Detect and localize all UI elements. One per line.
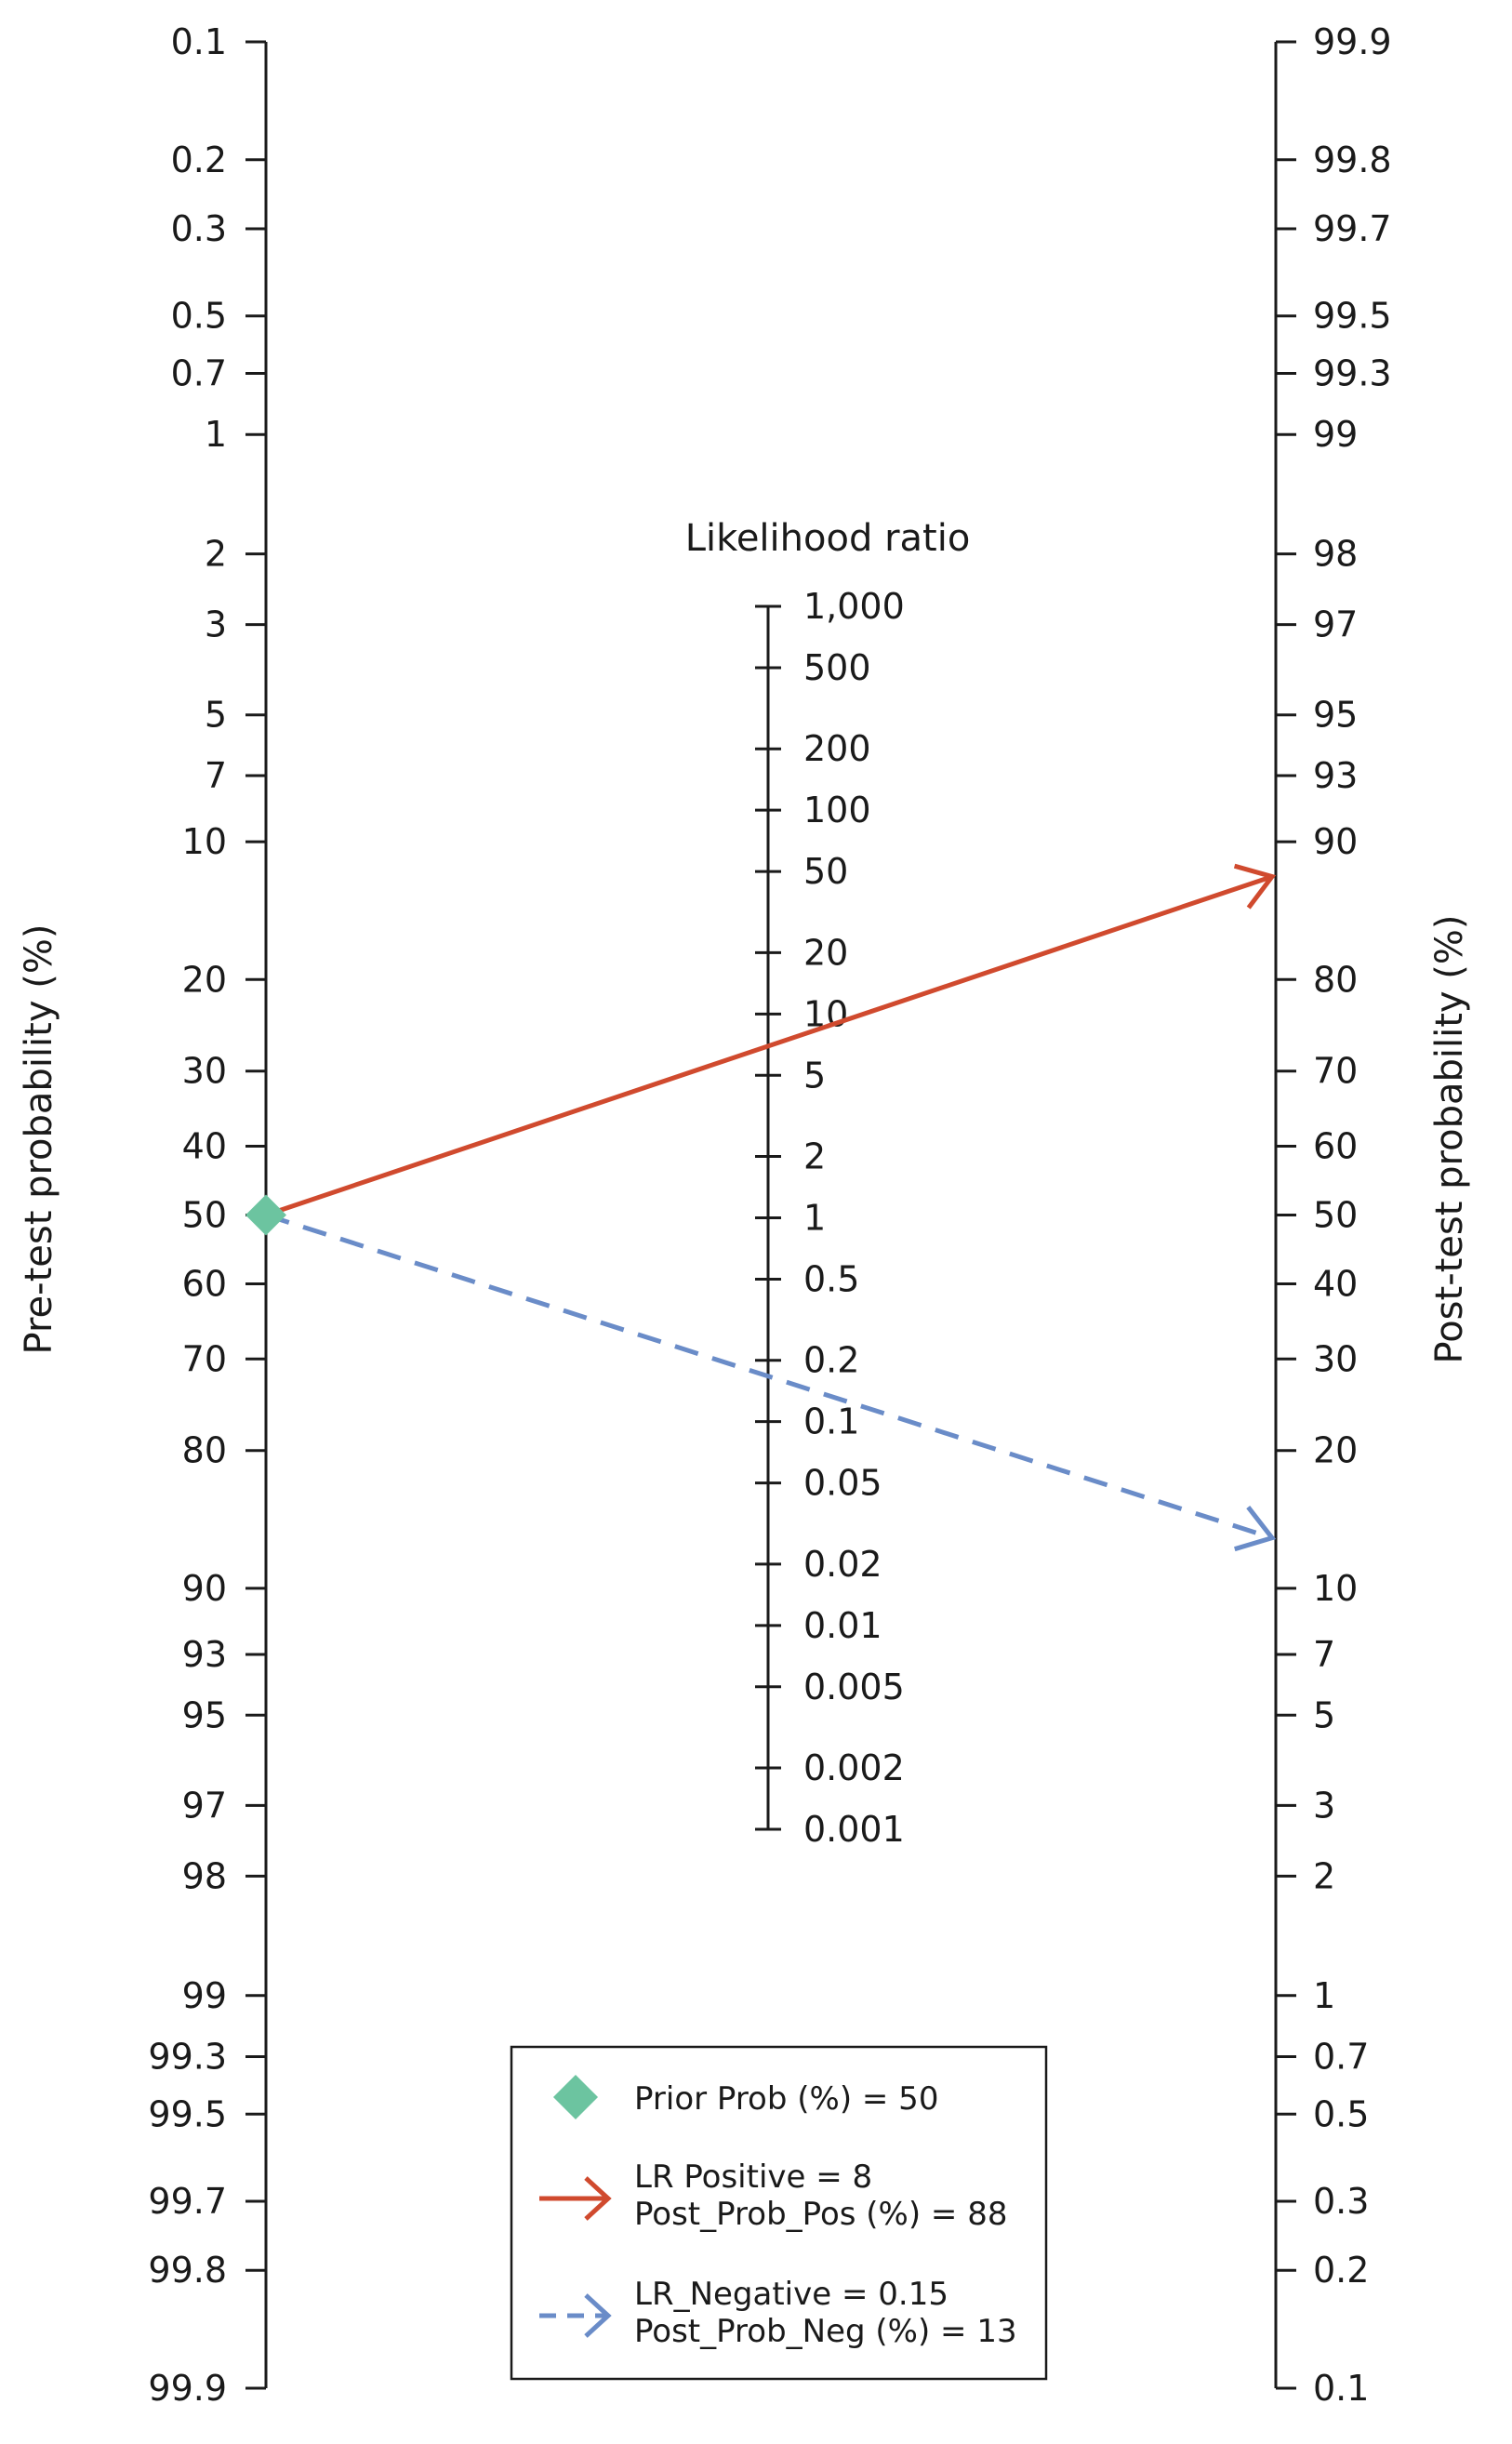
post-test-tick-label: 1 [1313, 1975, 1335, 2016]
lr-tick-label: 100 [803, 790, 871, 830]
pre-test-axis-title: Pre-test probability (%) [18, 924, 60, 1355]
pre-test-axis: 0.1 0.2 0.3 0.5 0.7 1 2 3 5 7 10 20 30 40 50 60 70 80 90 93… [148, 21, 268, 2409]
lr-tick-label: 0.05 [803, 1463, 882, 1504]
pre-test-tick-label: 40 [182, 1125, 227, 1166]
legend-positive-label-2: Post_Prob_Pos (%) = 88 [634, 2196, 1007, 2233]
post-test-tick-label: 10 [1313, 1568, 1358, 1609]
lr-tick-label: 1,000 [803, 586, 905, 627]
likelihood-ratio-title: Likelihood ratio [685, 517, 971, 560]
lr-negative-line [265, 1213, 1273, 1541]
lr-tick-label: 500 [803, 647, 871, 688]
pre-test-tick-label: 0.7 [171, 353, 227, 394]
pre-test-tick-label: 30 [182, 1051, 227, 1092]
post-test-tick-label: 0.1 [1313, 2368, 1369, 2409]
pre-test-tick-label: 90 [182, 1568, 227, 1609]
pre-test-tick-label: 10 [182, 821, 227, 862]
lr-tick-label: 0.001 [803, 1809, 905, 1850]
post-test-axis-title: Post-test probability (%) [1428, 914, 1471, 1363]
pre-test-tick-label: 97 [182, 1785, 227, 1826]
lr-tick-label: 0.1 [803, 1401, 859, 1442]
lr-tick-label: 0.002 [803, 1747, 905, 1788]
pre-test-tick-label: 99.3 [148, 2036, 227, 2077]
legend-positive-arrow-icon [584, 2176, 612, 2221]
pre-test-tick-label: 98 [182, 1855, 227, 1896]
lr-tick-label: 50 [803, 851, 848, 892]
pre-test-tick-label: 1 [205, 414, 227, 455]
post-test-tick-label: 20 [1313, 1430, 1358, 1471]
pre-test-tick-label: 2 [205, 534, 227, 575]
legend-prior-diamond-icon [552, 2074, 599, 2120]
post-test-tick-label: 99 [1313, 414, 1358, 455]
post-test-axis: 99.999.899.799.599.399989795939080706050… [1274, 21, 1392, 2409]
lr-positive-arrow-icon [1233, 863, 1277, 910]
pre-test-tick-label: 99.7 [148, 2181, 227, 2222]
legend-negative-arrow-icon [584, 2293, 612, 2338]
pre-test-tick-label: 0.2 [171, 139, 227, 180]
lr-positive-line [265, 874, 1273, 1217]
likelihood-ratio-axis: 1,0005002001005020105210.50.20.10.050.02… [755, 586, 905, 1850]
post-test-tick-label: 90 [1313, 821, 1358, 862]
lr-tick-label: 200 [803, 728, 871, 769]
pre-test-tick-label: 95 [182, 1694, 227, 1735]
pre-test-tick-label: 80 [182, 1430, 227, 1471]
lr-tick-label: 0.02 [803, 1544, 882, 1585]
post-test-tick-label: 2 [1313, 1855, 1335, 1896]
pre-test-tick-label: 99.9 [148, 2368, 227, 2409]
pre-test-tick-label: 0.1 [171, 21, 227, 62]
prior-prob-marker [245, 1194, 286, 1236]
pre-test-tick-label: 0.3 [171, 208, 227, 249]
post-test-tick-label: 0.5 [1313, 2093, 1369, 2134]
post-test-tick-label: 99.5 [1313, 296, 1392, 337]
post-test-tick-label: 0.2 [1313, 2250, 1369, 2291]
pre-test-tick-label: 3 [205, 604, 227, 645]
post-test-tick-label: 99.9 [1313, 21, 1392, 62]
post-test-tick-label: 30 [1313, 1338, 1358, 1379]
post-test-tick-label: 40 [1313, 1264, 1358, 1305]
legend-box [510, 2045, 1048, 2381]
lr-tick-label: 0.005 [803, 1667, 905, 1707]
pre-test-tick-label: 99.8 [148, 2250, 227, 2291]
probability-lines [245, 863, 1277, 1552]
pre-test-tick-label: 99.5 [148, 2093, 227, 2134]
pre-test-tick-label: 20 [182, 959, 227, 1000]
post-test-tick-label: 98 [1313, 534, 1358, 575]
lr-tick-label: 20 [803, 932, 848, 973]
lr-tick-label: 0.01 [803, 1605, 882, 1646]
pre-test-tick-label: 99 [182, 1975, 227, 2016]
post-test-tick-label: 0.7 [1313, 2036, 1369, 2077]
lr-tick-label: 0.5 [803, 1258, 859, 1299]
post-test-tick-label: 50 [1313, 1195, 1358, 1236]
pre-test-tick-label: 50 [182, 1195, 227, 1236]
post-test-tick-label: 7 [1313, 1634, 1335, 1675]
post-test-tick-label: 3 [1313, 1785, 1335, 1826]
lr-tick-label: 1 [803, 1198, 826, 1239]
post-test-tick-label: 70 [1313, 1051, 1358, 1092]
pre-test-tick-label: 0.5 [171, 296, 227, 337]
lr-tick-label: 0.2 [803, 1340, 859, 1381]
pre-test-tick-label: 7 [205, 755, 227, 796]
legend: Prior Prob (%) = 50 LR Positive = 8 Post… [510, 2045, 1048, 2381]
legend-prior-label: Prior Prob (%) = 50 [634, 2080, 938, 2118]
post-test-tick-label: 99.8 [1313, 139, 1392, 180]
lr-tick-label: 5 [803, 1055, 826, 1096]
lr-tick-label: 2 [803, 1136, 826, 1177]
post-test-tick-label: 93 [1313, 755, 1358, 796]
pre-test-tick-label: 60 [182, 1264, 227, 1305]
post-test-tick-label: 0.3 [1313, 2181, 1369, 2222]
post-test-tick-label: 95 [1313, 695, 1358, 736]
post-test-tick-label: 5 [1313, 1694, 1335, 1735]
lr-negative-arrow-icon [1234, 1505, 1277, 1552]
legend-negative-label-1: LR_Negative = 0.15 [634, 2276, 948, 2313]
legend-negative-label-2: Post_Prob_Neg (%) = 13 [634, 2313, 1017, 2350]
post-test-tick-label: 99.3 [1313, 353, 1392, 394]
post-test-tick-label: 80 [1313, 959, 1358, 1000]
pre-test-tick-label: 93 [182, 1634, 227, 1675]
post-test-tick-label: 99.7 [1313, 208, 1392, 249]
pre-test-tick-label: 70 [182, 1338, 227, 1379]
legend-positive-label-1: LR Positive = 8 [634, 2158, 872, 2196]
post-test-tick-label: 97 [1313, 604, 1358, 645]
pre-test-tick-label: 5 [205, 695, 227, 736]
post-test-tick-label: 60 [1313, 1125, 1358, 1166]
